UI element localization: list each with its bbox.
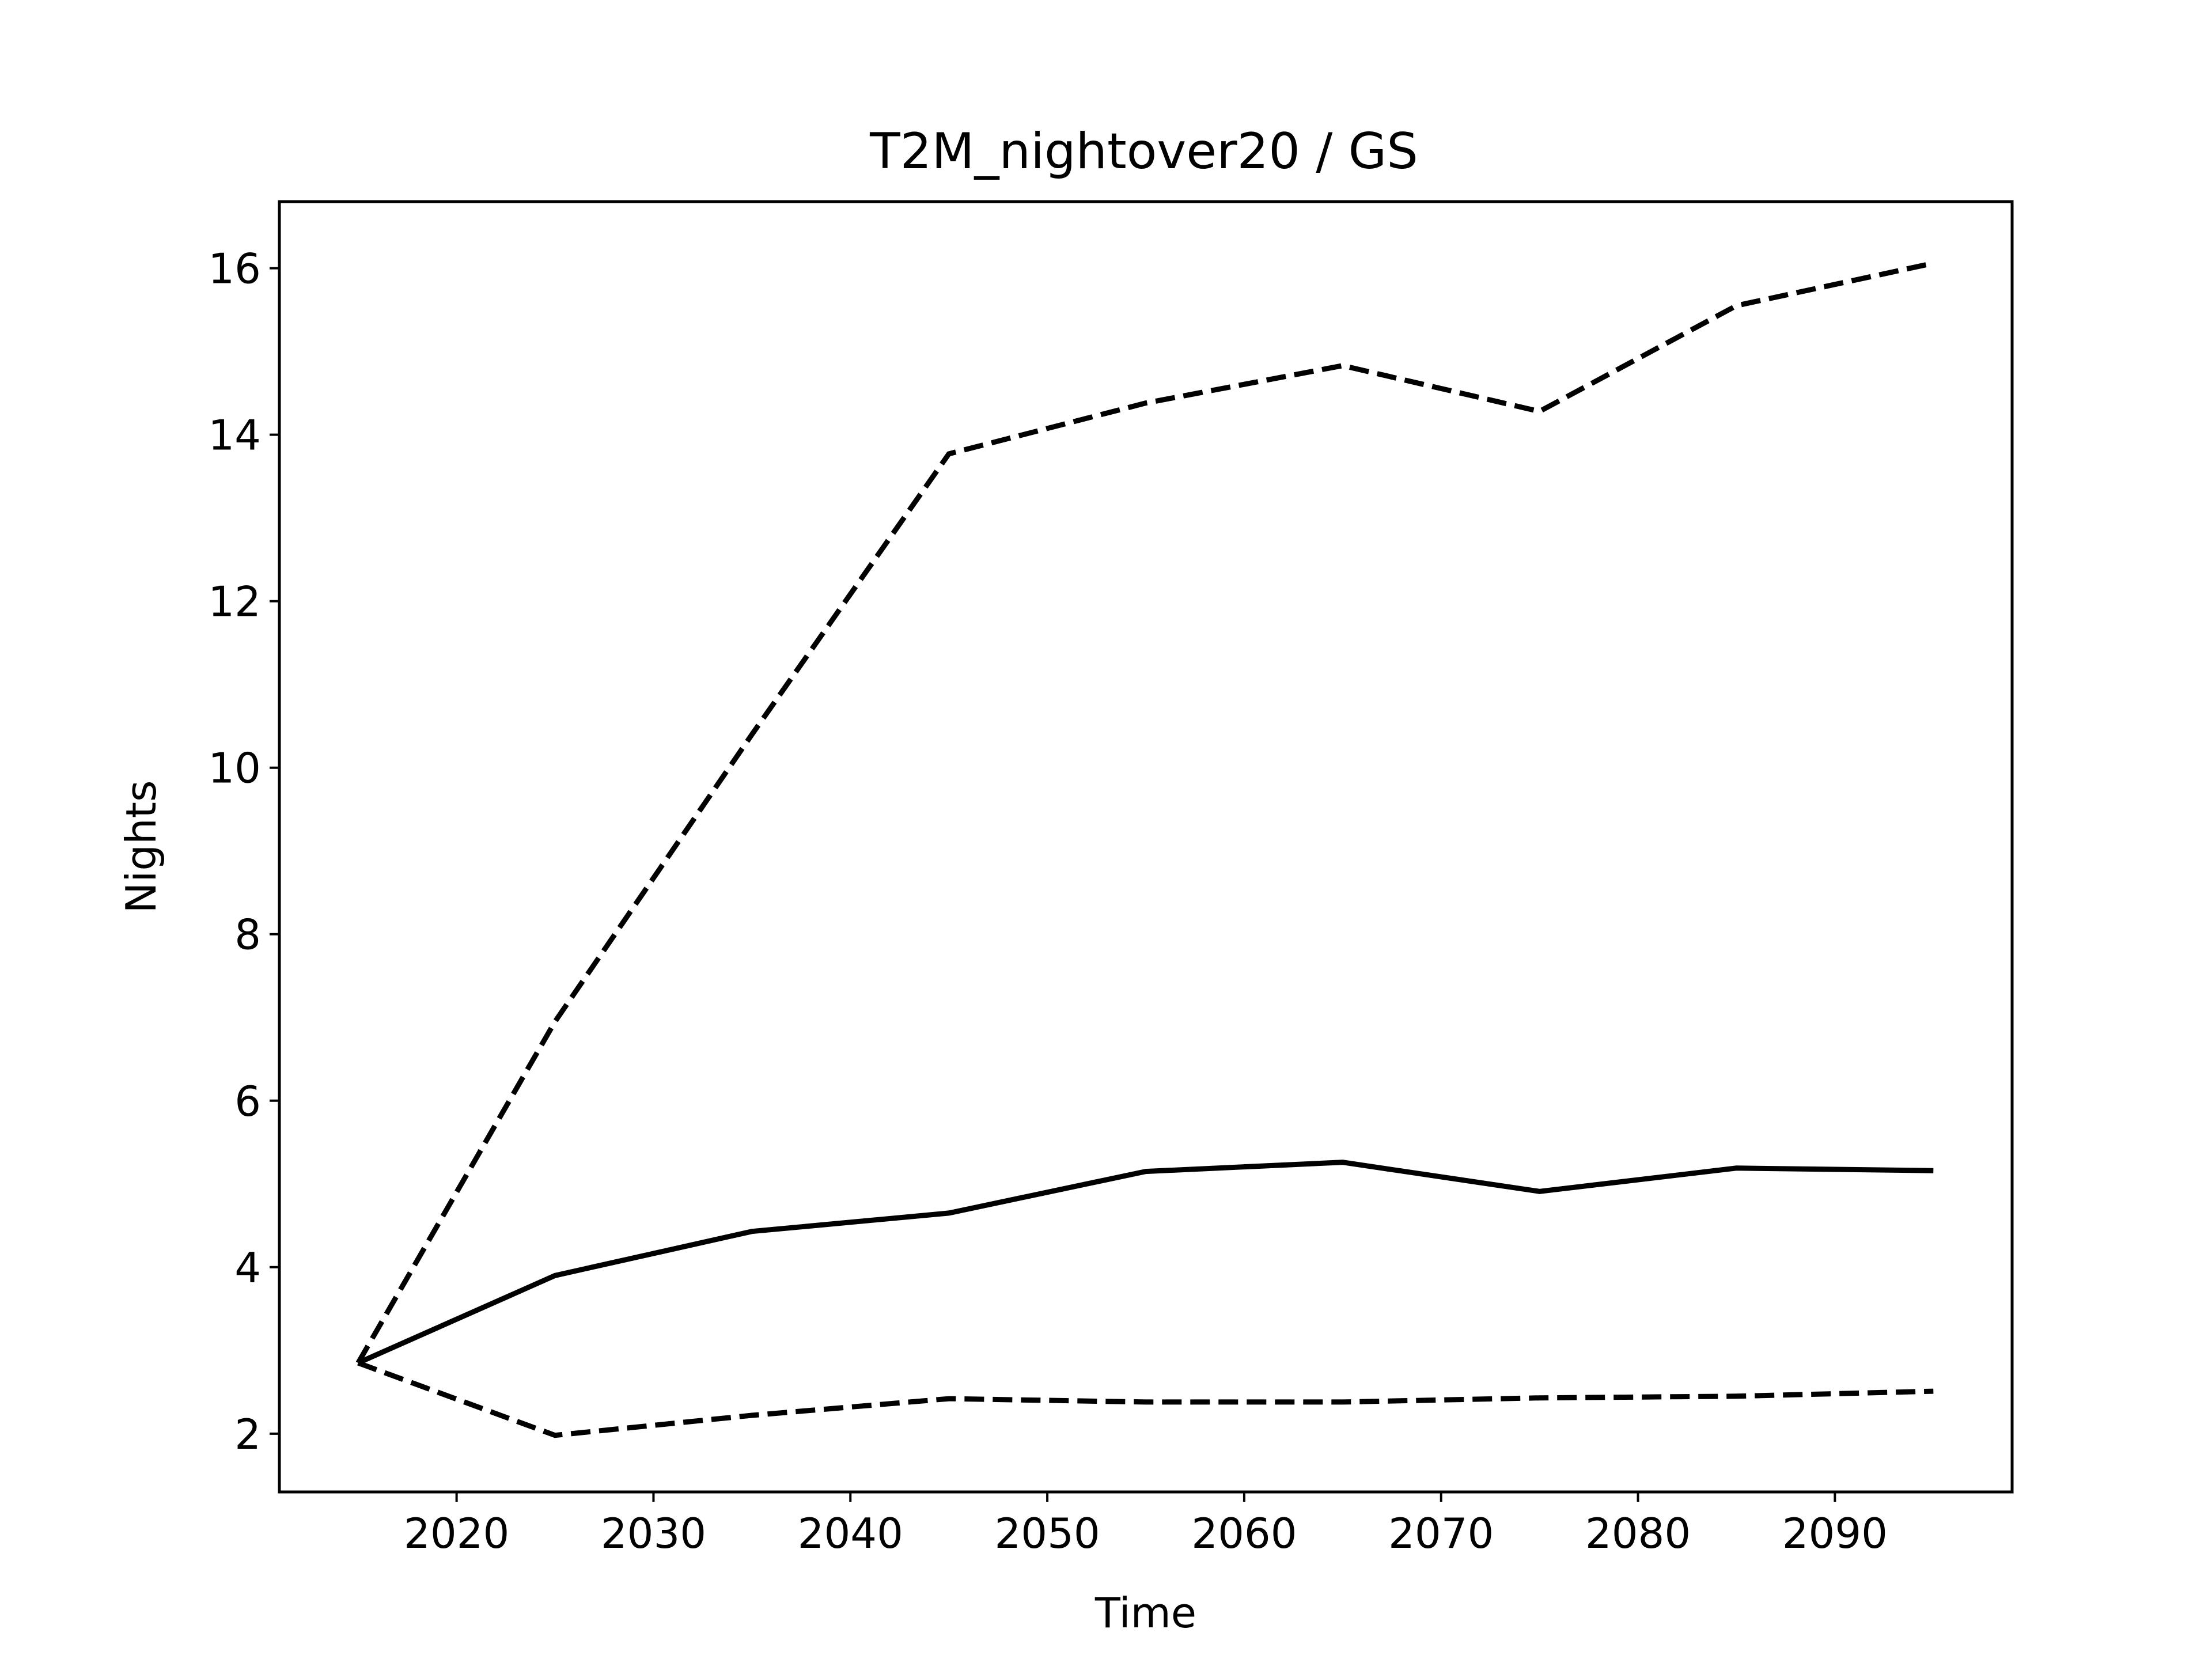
x-tick-label: 2070	[1388, 1509, 1494, 1558]
x-tick-label: 2060	[1191, 1509, 1297, 1558]
y-tick-label: 16	[208, 245, 261, 293]
y-axis: 2 4 6 8 10 12 14 16	[208, 245, 279, 1459]
x-tick-label: 2080	[1585, 1509, 1691, 1558]
x-axis-label: Time	[1094, 1589, 1196, 1637]
x-tick-label: 2090	[1782, 1509, 1888, 1558]
y-tick-label: 2	[234, 1410, 261, 1459]
x-tick-label: 2030	[601, 1509, 706, 1558]
series-line-1	[357, 1160, 1934, 1366]
y-tick-label: 10	[208, 744, 261, 793]
y-tick-label: 6	[234, 1077, 261, 1126]
y-tick-label: 8	[234, 911, 261, 959]
plot-frame	[278, 200, 2014, 1494]
x-tick-label: 2050	[994, 1509, 1100, 1558]
y-tick-label: 4	[234, 1244, 261, 1292]
y-axis-label: Nights	[117, 781, 165, 914]
series-line-3	[357, 1360, 1934, 1438]
plot-area	[355, 260, 1934, 1438]
x-tick-label: 2040	[798, 1509, 903, 1558]
x-tick-label: 2020	[404, 1509, 509, 1558]
y-tick-label: 14	[208, 411, 261, 460]
series-line-2	[355, 260, 1934, 1365]
x-axis: 2020 2030 2040 2050 2060 2070 2080 2090	[404, 1492, 1888, 1558]
y-tick-label: 12	[208, 578, 261, 626]
chart-title: T2M_nightover20 / GS	[869, 123, 1418, 180]
